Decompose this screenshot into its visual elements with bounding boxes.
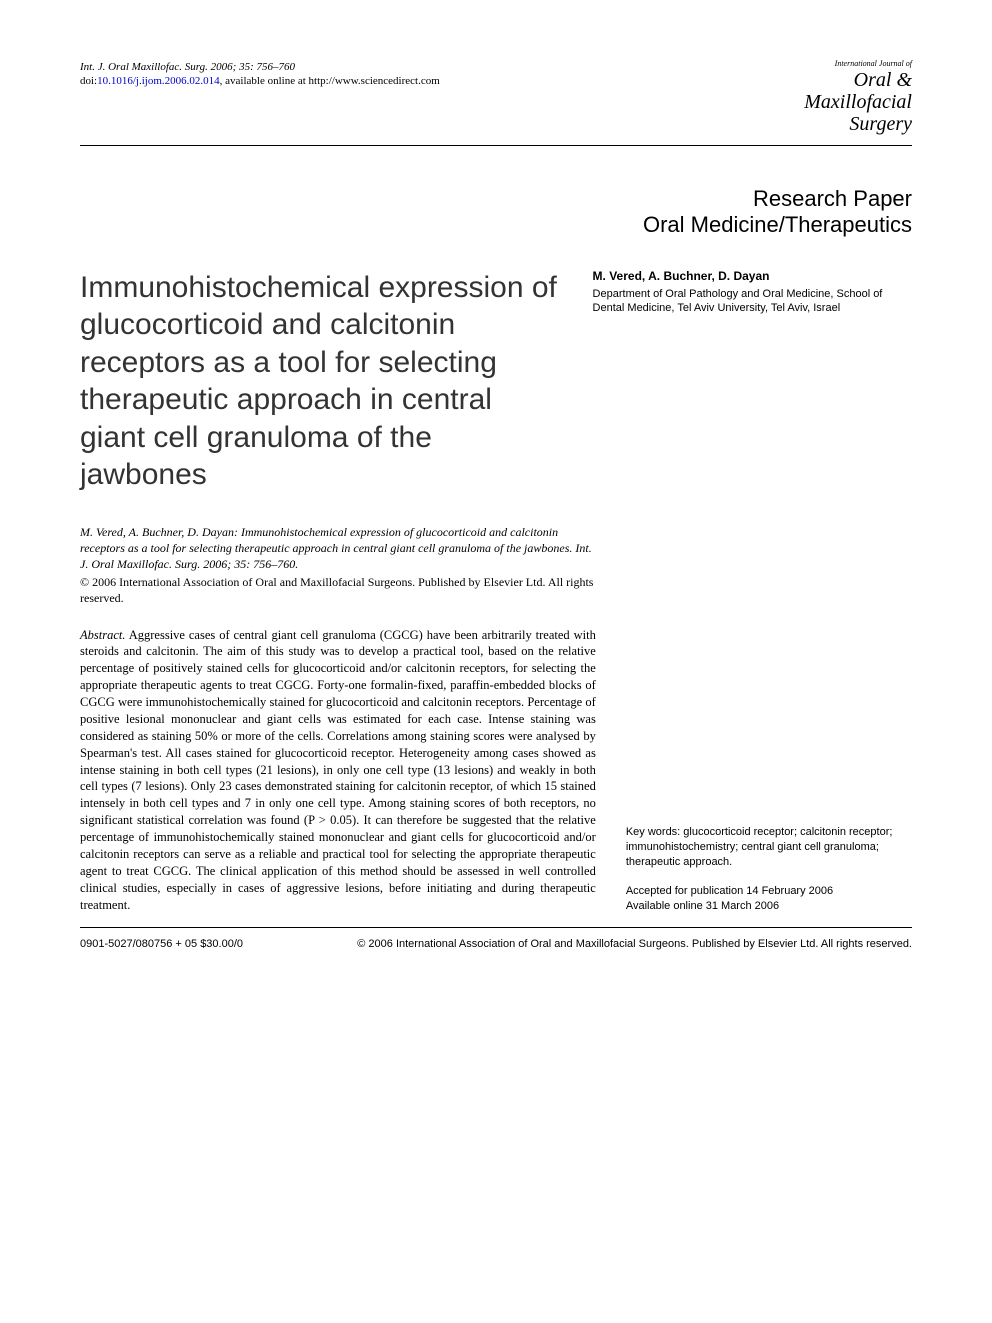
doi-link[interactable]: 10.1016/j.ijom.2006.02.014 (97, 75, 220, 87)
keywords-label: Key words: (626, 826, 680, 838)
journal-logo-line3: Surgery (772, 113, 912, 135)
footer-left: 0901-5027/080756 + 05 $30.00/0 (80, 938, 243, 950)
abstract-row: Abstract. Aggressive cases of central gi… (80, 627, 912, 914)
copyright-line: © 2006 International Association of Oral… (80, 574, 596, 606)
abstract-block: Abstract. Aggressive cases of central gi… (80, 627, 596, 914)
abstract-text: Aggressive cases of central giant cell g… (80, 628, 596, 912)
footer-right: © 2006 International Association of Oral… (357, 938, 912, 950)
accepted-date: Accepted for publication 14 February 200… (626, 884, 912, 899)
doi-prefix: doi: (80, 75, 97, 87)
journal-logo-line1: Oral & (772, 69, 912, 91)
keywords-block: Key words: glucocorticoid receptor; calc… (626, 825, 912, 870)
footer-row: 0901-5027/080756 + 05 $30.00/0 © 2006 In… (80, 938, 912, 950)
section-category: Oral Medicine/Therapeutics (80, 212, 912, 238)
doi-line: doi:10.1016/j.ijom.2006.02.014, availabl… (80, 74, 772, 88)
journal-citation: Int. J. Oral Maxillofac. Surg. 2006; 35:… (80, 60, 772, 74)
abstract-label: Abstract. (80, 628, 125, 642)
section-type: Research Paper (80, 186, 912, 212)
citation-block: Int. J. Oral Maxillofac. Surg. 2006; 35:… (80, 60, 772, 89)
top-divider (80, 145, 912, 146)
header-row: Int. J. Oral Maxillofac. Surg. 2006; 35:… (80, 60, 912, 135)
citation-full: M. Vered, A. Buchner, D. Dayan: Immunohi… (80, 524, 596, 573)
section-labels: Research Paper Oral Medicine/Therapeutic… (80, 186, 912, 239)
journal-logo: International Journal of Oral & Maxillof… (772, 60, 912, 135)
authors: M. Vered, A. Buchner, D. Dayan (593, 269, 912, 283)
journal-logo-line2: Maxillofacial (772, 91, 912, 113)
main-content: Immunohistochemical expression of glucoc… (80, 269, 912, 494)
online-date: Available online 31 March 2006 (626, 899, 912, 914)
affiliation: Department of Oral Pathology and Oral Me… (593, 287, 912, 316)
bottom-divider (80, 927, 912, 928)
journal-logo-top: International Journal of (772, 60, 912, 69)
title-column: Immunohistochemical expression of glucoc… (80, 269, 563, 494)
article-title: Immunohistochemical expression of glucoc… (80, 269, 563, 494)
availability-text: , available online at http://www.science… (220, 75, 440, 87)
sidebar-block: Key words: glucocorticoid receptor; calc… (626, 825, 912, 913)
author-column: M. Vered, A. Buchner, D. Dayan Departmen… (593, 269, 912, 316)
